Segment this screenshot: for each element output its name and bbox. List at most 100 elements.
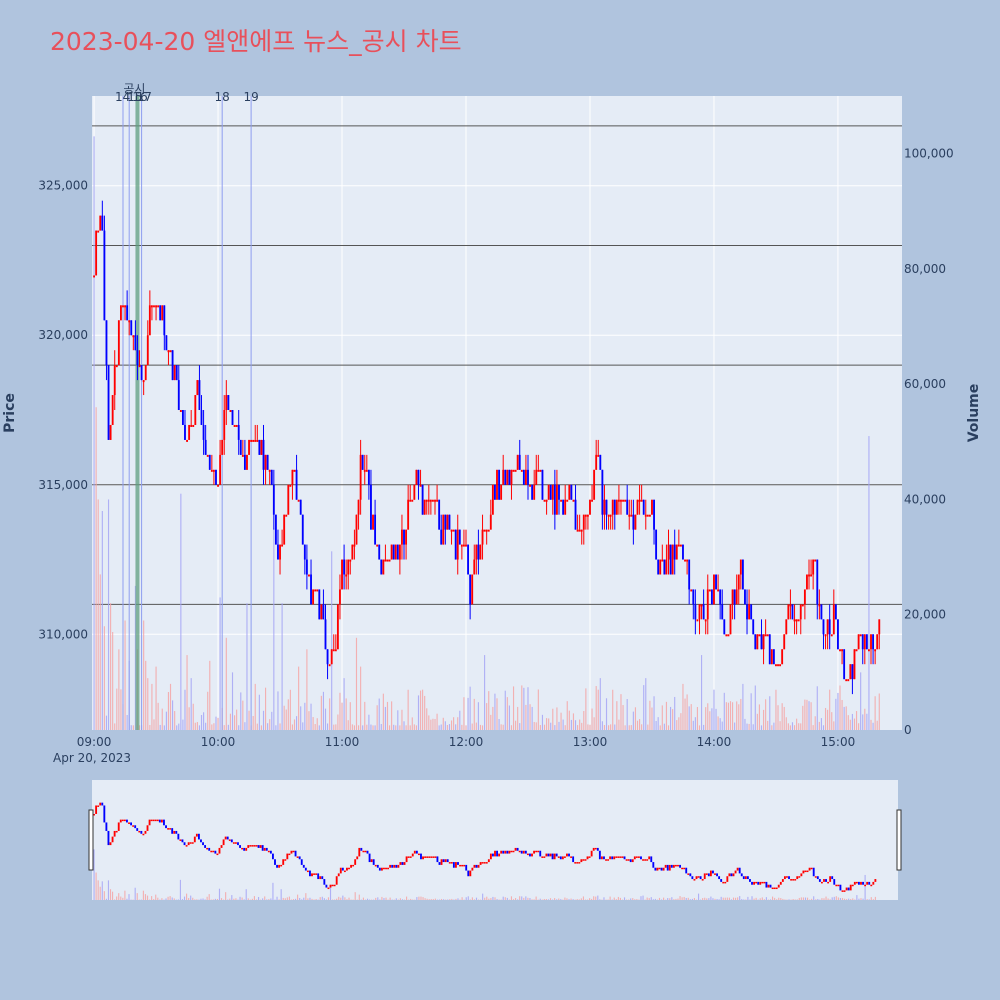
- candle: [105, 320, 108, 381]
- candle-body: [186, 439, 188, 442]
- slider-candle: [656, 867, 659, 871]
- candle: [489, 499, 492, 530]
- candle: [859, 634, 862, 637]
- volume-bar: [597, 689, 599, 730]
- range-slider-background[interactable]: [92, 780, 898, 900]
- slider-candle: [99, 802, 102, 806]
- volume-bar: [519, 723, 521, 730]
- candle-body: [299, 499, 302, 515]
- slider-candle: [712, 870, 714, 874]
- slider-candle: [148, 819, 151, 826]
- volume-bar: [874, 696, 876, 730]
- volume-bar: [384, 706, 386, 730]
- range-slider[interactable]: [88, 802, 902, 900]
- volume-bar: [335, 724, 337, 730]
- slider-candle: [870, 884, 873, 887]
- candle-body: [609, 514, 612, 517]
- volume-bar: [231, 672, 234, 730]
- volume-bar: [413, 724, 415, 730]
- slider-candle: [183, 842, 186, 846]
- slider-candle: [175, 830, 178, 834]
- candle: [101, 200, 104, 231]
- candle-body: [746, 604, 748, 620]
- slider-candle: [576, 862, 579, 864]
- candle-body: [179, 410, 182, 413]
- candle: [535, 454, 538, 485]
- volume-bar: [209, 660, 211, 730]
- candle: [609, 514, 612, 530]
- slider-candle: [847, 887, 850, 891]
- slider-volume-bar: [455, 898, 457, 900]
- slider-candle: [496, 850, 498, 857]
- candle-body: [605, 499, 608, 515]
- candle: [419, 469, 422, 487]
- slider-volume-bar: [848, 898, 850, 900]
- candle: [365, 454, 368, 472]
- candle: [312, 589, 315, 605]
- volume-bar: [570, 719, 572, 730]
- candle-body: [161, 305, 164, 321]
- volume-bar: [302, 722, 304, 730]
- candle-body: [281, 544, 284, 547]
- candle-body: [843, 649, 846, 680]
- slider-volume-bar: [755, 897, 757, 900]
- candle-body: [820, 604, 823, 620]
- slider-volume-bar: [527, 897, 529, 900]
- volume-bar: [380, 724, 382, 730]
- slider-volume-bar: [523, 897, 525, 900]
- slider-candle: [140, 830, 143, 834]
- candle-body: [448, 514, 451, 530]
- volume-bar: [283, 705, 285, 730]
- slider-volume-bar: [95, 872, 97, 900]
- volume-bar: [163, 725, 165, 730]
- slider-candle: [160, 819, 163, 823]
- candle: [440, 514, 443, 545]
- candle-body: [405, 529, 408, 545]
- volume-bar: [510, 725, 513, 730]
- candle-body: [597, 454, 600, 457]
- candle: [260, 439, 263, 455]
- candle-body: [506, 469, 509, 485]
- volume-bar: [471, 723, 473, 730]
- slider-volume-bar: [484, 897, 486, 900]
- slider-candle: [718, 876, 721, 880]
- candle-body: [642, 499, 645, 515]
- slider-volume-bar: [652, 899, 654, 900]
- candle: [491, 484, 494, 515]
- candle: [130, 320, 133, 336]
- candle-body: [262, 439, 265, 470]
- volume-bar: [632, 711, 634, 730]
- slider-candle: [823, 879, 825, 882]
- slider-volume-bar: [704, 897, 706, 900]
- candle-body: [572, 499, 575, 502]
- slider-candle: [695, 876, 698, 880]
- volume-bar: [556, 707, 558, 730]
- candle-body: [715, 574, 717, 590]
- event-overlap-label: 공시: [123, 82, 145, 96]
- slider-candle: [239, 845, 241, 848]
- volume-bar: [719, 718, 721, 730]
- candle: [655, 529, 658, 560]
- slider-candle: [533, 850, 535, 854]
- slider-candle: [150, 819, 153, 822]
- candle: [642, 499, 645, 515]
- slider-candle: [611, 856, 614, 860]
- volume-bar: [308, 711, 310, 730]
- candle: [760, 619, 763, 650]
- candle-body: [498, 469, 500, 500]
- volume-bar: [424, 695, 426, 730]
- candle-body: [638, 499, 641, 502]
- slider-candle: [450, 862, 453, 864]
- candle-body: [731, 589, 734, 605]
- candle: [857, 634, 860, 650]
- volume-bar: [674, 696, 676, 730]
- slider-candle: [609, 856, 612, 860]
- candle-body: [334, 649, 337, 652]
- volume-bar: [775, 689, 777, 730]
- candle-body: [876, 634, 879, 650]
- slider-volume-bar: [161, 898, 163, 900]
- candle: [756, 634, 759, 650]
- slider-candle: [765, 881, 768, 888]
- slider-candle: [855, 881, 858, 884]
- candle: [487, 529, 490, 532]
